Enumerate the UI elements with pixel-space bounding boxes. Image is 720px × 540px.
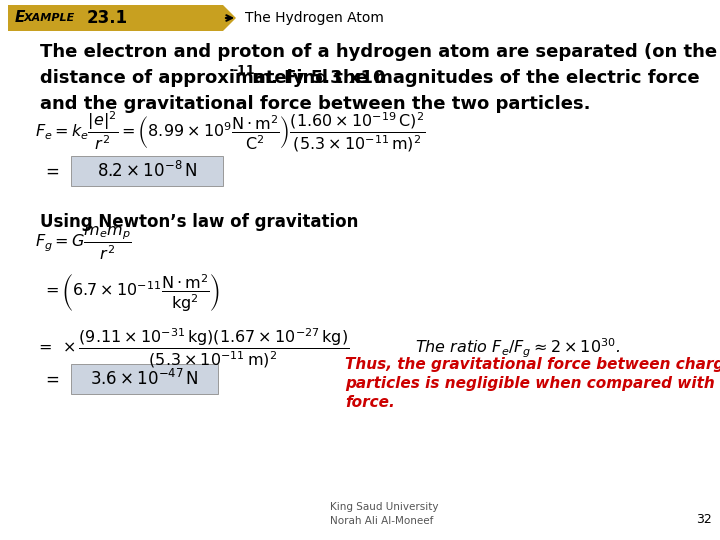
Text: $F_e = k_e \dfrac{|e|^2}{r^2} = \left(8.99 \times 10^{9}\dfrac{\mathrm{N \cdot m: $F_e = k_e \dfrac{|e|^2}{r^2} = \left(8.… <box>35 110 426 154</box>
Text: distance of approximately 5.3 x10: distance of approximately 5.3 x10 <box>40 69 385 87</box>
Text: and the gravitational force between the two particles.: and the gravitational force between the … <box>40 95 590 113</box>
Text: The ratio $F_e/F_g \approx 2 \times 10^{30}$.: The ratio $F_e/F_g \approx 2 \times 10^{… <box>415 336 620 360</box>
FancyBboxPatch shape <box>71 364 218 394</box>
Text: $=$: $=$ <box>42 370 59 388</box>
Text: XAMPLE: XAMPLE <box>24 13 76 23</box>
Text: force.: force. <box>345 395 395 410</box>
Text: Norah Ali Al-Moneef: Norah Ali Al-Moneef <box>330 516 433 526</box>
Text: The Hydrogen Atom: The Hydrogen Atom <box>245 11 384 25</box>
Text: $= \left(6.7 \times 10^{-11}\dfrac{\mathrm{N \cdot m^2}}{\mathrm{kg^2}}\right)$: $= \left(6.7 \times 10^{-11}\dfrac{\math… <box>42 272 220 314</box>
Text: particles is negligible when compared with the electric: particles is negligible when compared wi… <box>345 376 720 391</box>
FancyBboxPatch shape <box>71 156 223 186</box>
Text: -11: -11 <box>232 64 255 77</box>
Text: E: E <box>15 10 25 25</box>
Text: $3.6 \times 10^{-47}\,\mathrm{N}$: $3.6 \times 10^{-47}\,\mathrm{N}$ <box>90 369 199 389</box>
Text: $= \; \times \dfrac{(9.11 \times 10^{-31}\,\mathrm{kg})(1.67 \times 10^{-27}\,\m: $= \; \times \dfrac{(9.11 \times 10^{-31… <box>35 326 349 370</box>
Text: King Saud University: King Saud University <box>330 502 438 512</box>
Polygon shape <box>8 5 236 31</box>
Text: $F_g = G\dfrac{m_e m_p}{r^2}$: $F_g = G\dfrac{m_e m_p}{r^2}$ <box>35 224 132 262</box>
Text: Thus, the gravitational force between charged atomic: Thus, the gravitational force between ch… <box>345 357 720 372</box>
Text: m. Find the magnitudes of the electric force: m. Find the magnitudes of the electric f… <box>246 69 700 87</box>
Text: $8.2 \times 10^{-8}\,\mathrm{N}$: $8.2 \times 10^{-8}\,\mathrm{N}$ <box>96 161 197 181</box>
Text: Using Newton’s law of gravitation: Using Newton’s law of gravitation <box>40 213 359 231</box>
Text: 23.1: 23.1 <box>87 9 128 27</box>
Text: 32: 32 <box>696 513 712 526</box>
Text: $=$: $=$ <box>42 162 59 180</box>
Text: The electron and proton of a hydrogen atom are separated (on the average) by a: The electron and proton of a hydrogen at… <box>40 43 720 61</box>
